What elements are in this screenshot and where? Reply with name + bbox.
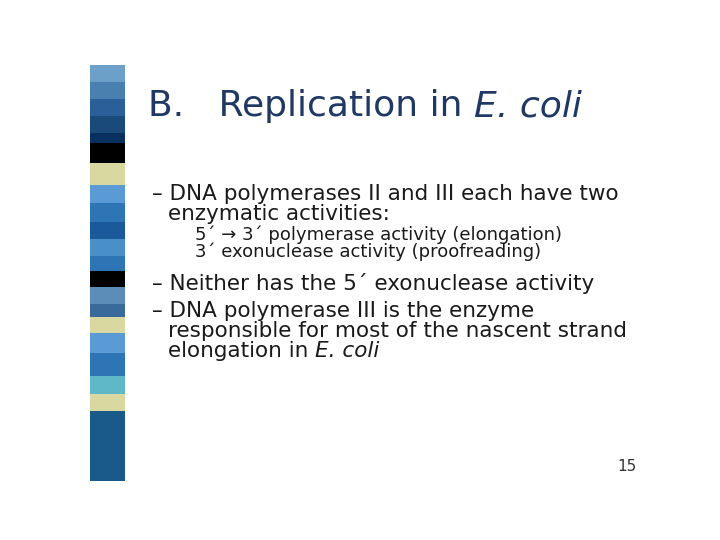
- Bar: [90, 256, 125, 271]
- Bar: [90, 222, 125, 239]
- Bar: [90, 318, 125, 333]
- Text: B.   Replication in ​E. coli: B. Replication in ​E. coli: [148, 90, 582, 124]
- Bar: [90, 376, 125, 394]
- Text: E. coli: E. coli: [315, 341, 379, 361]
- Bar: [90, 353, 125, 376]
- Text: 5´ → 3´ polymerase activity (elongation): 5´ → 3´ polymerase activity (elongation): [194, 226, 562, 244]
- Bar: [90, 116, 125, 132]
- Bar: [90, 185, 125, 204]
- Text: – Neither has the 5´ exonuclease activity: – Neither has the 5´ exonuclease activit…: [152, 273, 594, 294]
- Bar: [90, 99, 125, 116]
- Text: E. coli: E. coli: [474, 90, 582, 124]
- Bar: [90, 143, 125, 164]
- Text: B.   Replication in: B. Replication in: [148, 90, 474, 124]
- Text: – DNA polymerase III is the enzyme: – DNA polymerase III is the enzyme: [152, 301, 534, 321]
- Bar: [90, 303, 125, 318]
- Bar: [90, 394, 125, 411]
- Bar: [90, 333, 125, 353]
- Bar: [90, 164, 125, 185]
- Bar: [90, 271, 125, 287]
- Bar: [90, 287, 125, 303]
- Bar: [90, 239, 125, 256]
- Text: 3´ exonuclease activity (proofreading): 3´ exonuclease activity (proofreading): [194, 242, 541, 261]
- Bar: [90, 204, 125, 222]
- Text: responsible for most of the nascent strand: responsible for most of the nascent stra…: [168, 321, 626, 341]
- Bar: [90, 411, 125, 481]
- Text: enzymatic activities:: enzymatic activities:: [168, 204, 390, 224]
- Bar: [90, 65, 125, 82]
- Text: 15: 15: [617, 460, 636, 475]
- Text: elongation in: elongation in: [168, 341, 315, 361]
- Text: – DNA polymerases II and III each have two: – DNA polymerases II and III each have t…: [152, 184, 618, 204]
- Bar: [90, 82, 125, 99]
- Bar: [90, 132, 125, 143]
